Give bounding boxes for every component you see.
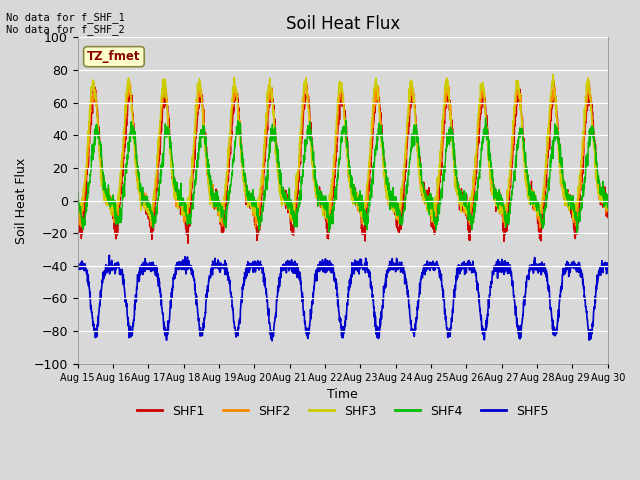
SHF3 [222,187,230,193]
SHF4 [557,162,565,168]
SHF4 [221,207,229,213]
SHF2 [74,204,81,209]
SHF4 [74,196,81,202]
SHF5 [358,263,366,268]
SHF5 [222,264,230,270]
Y-axis label: Soil Heat Flux: Soil Heat Flux [15,157,28,244]
SHF3 [216,219,223,225]
SHF5 [106,252,113,258]
SHF1 [370,122,378,128]
SHF1 [497,205,504,211]
SHF5 [572,262,580,268]
SHF3 [604,207,612,213]
Line: SHF3: SHF3 [77,74,608,222]
SHF3 [497,211,504,217]
Line: SHF4: SHF4 [77,118,608,233]
Text: No data for f_SHF_1
No data for f_SHF_2: No data for f_SHF_1 No data for f_SHF_2 [6,12,125,36]
SHF1 [358,225,366,230]
SHF5 [604,264,612,270]
SHF1 [184,240,192,246]
SHF3 [358,206,366,212]
SHF2 [358,216,365,221]
SHF2 [557,175,565,180]
SHF3 [74,208,81,214]
SHF1 [222,212,230,218]
SHF1 [604,215,612,221]
Line: SHF5: SHF5 [77,255,608,341]
SHF1 [550,80,558,85]
SHF3 [572,204,580,209]
SHF3 [549,72,557,77]
SHF3 [557,179,565,184]
SHF2 [221,194,229,200]
SHF2 [572,215,580,221]
SHF4 [369,181,377,187]
SHF5 [74,265,81,271]
SHF2 [497,203,504,209]
SHF2 [536,225,543,231]
Line: SHF1: SHF1 [77,83,608,243]
SHF4 [572,209,580,215]
X-axis label: Time: Time [327,388,358,401]
SHF1 [557,160,565,166]
SHF5 [370,305,378,311]
Legend: SHF1, SHF2, SHF3, SHF4, SHF5: SHF1, SHF2, SHF3, SHF4, SHF5 [132,400,554,423]
Line: SHF2: SHF2 [77,82,608,228]
SHF1 [74,201,81,207]
SHF4 [573,230,581,236]
SHF4 [604,204,612,210]
SHF2 [369,113,377,119]
SHF2 [584,79,592,85]
SHF4 [482,115,490,121]
Text: TZ_fmet: TZ_fmet [87,50,141,63]
SHF2 [604,204,612,209]
SHF5 [557,283,565,288]
SHF1 [572,228,580,233]
SHF3 [370,96,378,101]
Title: Soil Heat Flux: Soil Heat Flux [285,15,400,33]
SHF5 [497,265,505,271]
SHF4 [497,192,504,197]
SHF5 [268,338,276,344]
SHF4 [358,199,365,204]
